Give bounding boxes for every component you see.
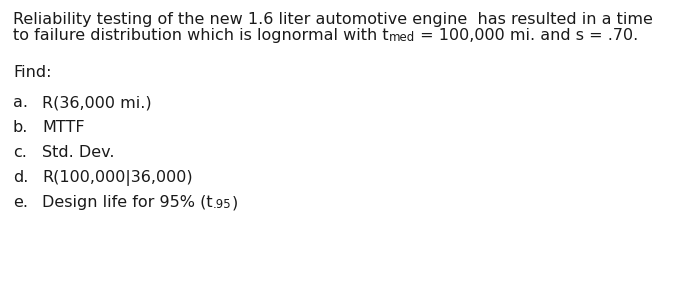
Text: R(100,000|36,000): R(100,000|36,000) [42, 170, 193, 186]
Text: Find:: Find: [13, 65, 51, 80]
Text: Design life for 95% (t: Design life for 95% (t [42, 195, 213, 210]
Text: to failure distribution which is lognormal with t: to failure distribution which is lognorm… [13, 28, 389, 43]
Text: d.: d. [13, 170, 28, 185]
Text: b.: b. [13, 120, 28, 135]
Text: Std. Dev.: Std. Dev. [42, 145, 115, 160]
Text: Reliability testing of the new 1.6 liter automotive engine  has resulted in a ti: Reliability testing of the new 1.6 liter… [13, 12, 653, 27]
Text: ): ) [231, 195, 237, 210]
Text: e.: e. [13, 195, 28, 210]
Text: med: med [389, 31, 415, 44]
Text: MTTF: MTTF [42, 120, 84, 135]
Text: = 100,000 mi. and s = .70.: = 100,000 mi. and s = .70. [415, 28, 638, 43]
Text: R(36,000 mi.): R(36,000 mi.) [42, 95, 152, 110]
Text: a.: a. [13, 95, 28, 110]
Text: c.: c. [13, 145, 27, 160]
Text: .95: .95 [213, 198, 231, 211]
